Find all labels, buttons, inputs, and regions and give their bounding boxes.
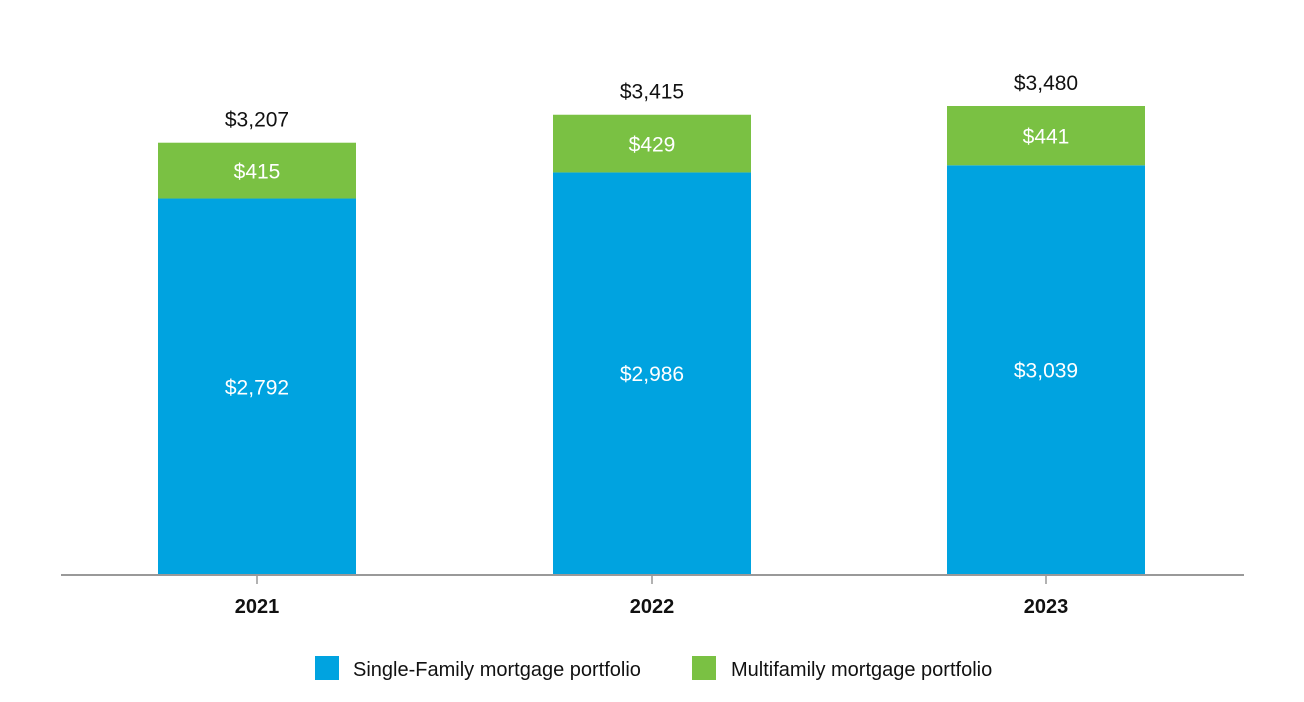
segment-labels-layer: $2,792 $415 $2,986 $429 $3,039 $441 xyxy=(225,126,1078,400)
x-tick-label-2021: 2021 xyxy=(235,596,280,618)
legend-swatch-single-family xyxy=(315,656,339,680)
x-tick-layer: 2021 2022 2023 xyxy=(235,574,1069,618)
bar-segment-single-family-mortgage-portfolio-2022 xyxy=(553,172,751,574)
data-label-single-family-mortgage-portfolio-2021: $2,792 xyxy=(225,376,289,399)
bar-segment-single-family-mortgage-portfolio-2023 xyxy=(947,165,1145,575)
total-label-2023: $3,480 xyxy=(1014,72,1078,95)
legend-swatch-multifamily xyxy=(692,656,716,680)
data-label-multifamily-mortgage-portfolio-2021: $415 xyxy=(234,161,281,184)
total-labels-layer: $3,207 $3,415 $3,480 xyxy=(225,72,1078,132)
data-label-multifamily-mortgage-portfolio-2023: $441 xyxy=(1023,126,1070,149)
legend-item-single-family: Single-Family mortgage portfolio xyxy=(315,656,641,681)
bar-segment-multifamily-mortgage-portfolio-2021 xyxy=(158,142,356,199)
total-label-2022: $3,415 xyxy=(620,81,684,104)
legend-item-multifamily: Multifamily mortgage portfolio xyxy=(692,656,992,681)
bar-segment-multifamily-mortgage-portfolio-2023 xyxy=(947,106,1145,166)
data-label-multifamily-mortgage-portfolio-2022: $429 xyxy=(629,134,676,157)
data-label-single-family-mortgage-portfolio-2023: $3,039 xyxy=(1014,360,1078,383)
legend-label-single-family: Single-Family mortgage portfolio xyxy=(353,659,641,681)
bar-segment-multifamily-mortgage-portfolio-2022 xyxy=(553,114,751,173)
legend-label-multifamily: Multifamily mortgage portfolio xyxy=(731,659,992,681)
total-label-2021: $3,207 xyxy=(225,109,289,132)
data-label-single-family-mortgage-portfolio-2022: $2,986 xyxy=(620,363,684,386)
legend: Single-Family mortgage portfolio Multifa… xyxy=(315,656,992,681)
x-tick-label-2022: 2022 xyxy=(630,596,675,618)
x-tick-label-2023: 2023 xyxy=(1024,596,1069,618)
bars-layer xyxy=(158,106,1145,575)
bar-segment-single-family-mortgage-portfolio-2021 xyxy=(158,198,356,574)
